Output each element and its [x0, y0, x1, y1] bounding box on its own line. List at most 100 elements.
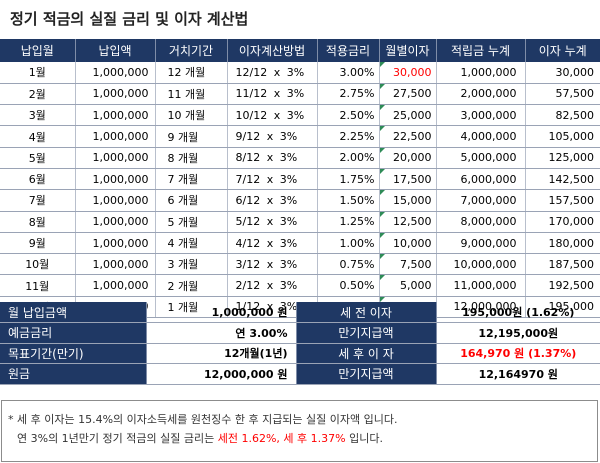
cell-month: 9월: [0, 232, 76, 255]
cell-cumulative: 9,000,000: [436, 232, 526, 255]
cell-amount: 1,000,000: [75, 253, 156, 276]
summary-row: 목표기간(만기) 12개월(1년) 세 후 이 자 164,970 원 (1.3…: [0, 343, 600, 364]
cell-cumulative-interest: 170,000: [525, 211, 600, 233]
footnote-box: * 세 후 이자는 15.4%의 이자소득세를 원천징수 한 후 지급되는 실질…: [1, 400, 598, 462]
maturity-amount-label: 만기지급액: [295, 322, 437, 344]
cell-period: 2 개월: [155, 274, 228, 297]
page-title: 정기 적금의 실질 금리 및 이자 계산법: [10, 10, 249, 28]
cell-cumulative-interest: 57,500: [525, 83, 600, 106]
cell-monthly-interest: 17,500: [379, 168, 437, 191]
footnote-line-2-suffix: 입니다.: [345, 432, 383, 445]
error-marker-icon: [379, 105, 385, 111]
cell-amount: 1,000,000: [75, 168, 156, 191]
cell-month: 6월: [0, 168, 76, 191]
cell-formula: 6/12 x 3%: [227, 189, 318, 212]
cell-period: 10 개월: [155, 104, 228, 127]
cell-monthly-interest: 25,000: [379, 104, 437, 127]
cell-amount: 1,000,000: [75, 62, 156, 84]
cell-period: 6 개월: [155, 189, 228, 212]
cell-monthly-interest: 22,500: [379, 125, 437, 148]
error-marker-icon: [379, 232, 385, 238]
monthly-interest-value: 17,500: [393, 172, 432, 186]
cell-period: 8 개월: [155, 147, 228, 169]
error-marker-icon: [379, 62, 385, 67]
cell-cumulative-interest: 157,500: [525, 189, 600, 212]
interest-table: 납입월 납입액 거치기간 이자계산방법 적용금리 월별이자 적립금 누계 이자 …: [0, 39, 600, 319]
cell-monthly-interest: 7,500: [379, 253, 437, 276]
cell-rate: 0.75%: [317, 253, 380, 276]
monthly-interest-value: 20,000: [393, 151, 432, 165]
col-header-rate: 적용금리: [317, 39, 380, 62]
monthly-interest-value: 15,000: [393, 193, 432, 207]
target-period-value: 12개월(1년): [146, 343, 296, 364]
cell-month: 7월: [0, 189, 76, 212]
cell-month: 3월: [0, 104, 76, 127]
footnote-highlight: 세전 1.62%, 세 후 1.37%: [217, 432, 346, 445]
cell-monthly-interest: 27,500: [379, 83, 437, 106]
cell-rate: 0.50%: [317, 274, 380, 297]
error-marker-icon: [379, 296, 385, 302]
cell-rate: 1.00%: [317, 232, 380, 255]
error-marker-icon: [379, 147, 385, 153]
cell-formula: 8/12 x 3%: [227, 147, 318, 169]
table-body: 1월 1,000,000 12 개월 12/12 x 3% 3.00% 30,000 1,0…: [0, 62, 600, 319]
cell-period: 3 개월: [155, 253, 228, 276]
cell-rate: 1.50%: [317, 189, 380, 212]
cell-rate: 2.25%: [317, 125, 380, 148]
error-marker-icon: [379, 190, 385, 196]
cell-month: 8월: [0, 211, 76, 233]
monthly-interest-value: 7,500: [400, 257, 432, 271]
error-marker-icon: [379, 126, 385, 132]
pretax-interest-value: 195,000원 (1.62%): [436, 302, 600, 323]
cell-cumulative: 7,000,000: [436, 189, 526, 212]
cell-amount: 1,000,000: [75, 274, 156, 297]
cell-cumulative-interest: 180,000: [525, 232, 600, 255]
summary-row: 원금 12,000,000 원 만기지급액 12,164970 원: [0, 363, 600, 385]
monthly-interest-value: 27,500: [393, 87, 432, 101]
cell-cumulative-interest: 82,500: [525, 104, 600, 127]
cell-monthly-interest: 5,000: [379, 274, 437, 297]
table-row: 6월 1,000,000 7 개월 7/12 x 3% 1.75% 17,500 6,000…: [0, 168, 600, 191]
col-header-monthly-interest: 월별이자: [379, 39, 437, 62]
cell-monthly-interest: 30,000: [379, 62, 437, 84]
footnote-line-1: * 세 후 이자는 15.4%의 이자소득세를 원천징수 한 후 지급되는 실질…: [8, 413, 398, 426]
cell-monthly-interest: 12,500: [379, 211, 437, 233]
cell-formula: 11/12 x 3%: [227, 83, 318, 106]
cell-formula: 3/12 x 3%: [227, 253, 318, 276]
cell-cumulative: 10,000,000: [436, 253, 526, 276]
cell-cumulative-interest: 187,500: [525, 253, 600, 276]
cell-rate: 2.00%: [317, 147, 380, 169]
cell-amount: 1,000,000: [75, 125, 156, 148]
cell-formula: 9/12 x 3%: [227, 125, 318, 148]
table-row: 7월 1,000,000 6 개월 6/12 x 3% 1.50% 15,000 7,000…: [0, 189, 600, 212]
monthly-interest-value: 5,000: [400, 279, 432, 293]
cell-cumulative: 3,000,000: [436, 104, 526, 127]
cell-cumulative: 1,000,000: [436, 62, 526, 84]
summary-row: 월 납입금액 1,000,000 원 세 전 이자 195,000원 (1.62…: [0, 302, 600, 323]
col-header-formula: 이자계산방법: [227, 39, 318, 62]
table-row: 11월 1,000,000 2 개월 2/12 x 3% 0.50% 5,000 11,00…: [0, 274, 600, 297]
cell-rate: 1.25%: [317, 211, 380, 233]
cell-period: 12 개월: [155, 62, 228, 84]
cell-period: 4 개월: [155, 232, 228, 255]
col-header-amount: 납입액: [75, 39, 156, 62]
cell-cumulative-interest: 125,000: [525, 147, 600, 169]
monthly-interest-value: 12,500: [393, 215, 432, 229]
cell-cumulative: 8,000,000: [436, 211, 526, 233]
maturity-amount2-label: 만기지급액: [295, 363, 437, 385]
cell-amount: 1,000,000: [75, 211, 156, 233]
cell-cumulative-interest: 105,000: [525, 125, 600, 148]
table-row: 3월 1,000,000 10 개월 10/12 x 3% 2.50% 25,000 3,0…: [0, 104, 600, 127]
cell-cumulative: 5,000,000: [436, 147, 526, 169]
cell-monthly-interest: 20,000: [379, 147, 437, 169]
footnote-line-2: 연 3%의 1년만기 정기 적금의 실질 금리는 세전 1.62%, 세 후 1…: [8, 429, 591, 448]
cell-month: 5월: [0, 147, 76, 169]
cell-monthly-interest: 10,000: [379, 232, 437, 255]
principal-value: 12,000,000 원: [146, 363, 296, 385]
aftertax-interest-label: 세 후 이 자: [295, 343, 437, 364]
error-marker-icon: [379, 275, 385, 281]
cell-cumulative: 4,000,000: [436, 125, 526, 148]
col-header-cumulative-interest: 이자 누계: [525, 39, 600, 62]
col-header-period: 거치기간: [155, 39, 228, 62]
cell-cumulative: 11,000,000: [436, 274, 526, 297]
